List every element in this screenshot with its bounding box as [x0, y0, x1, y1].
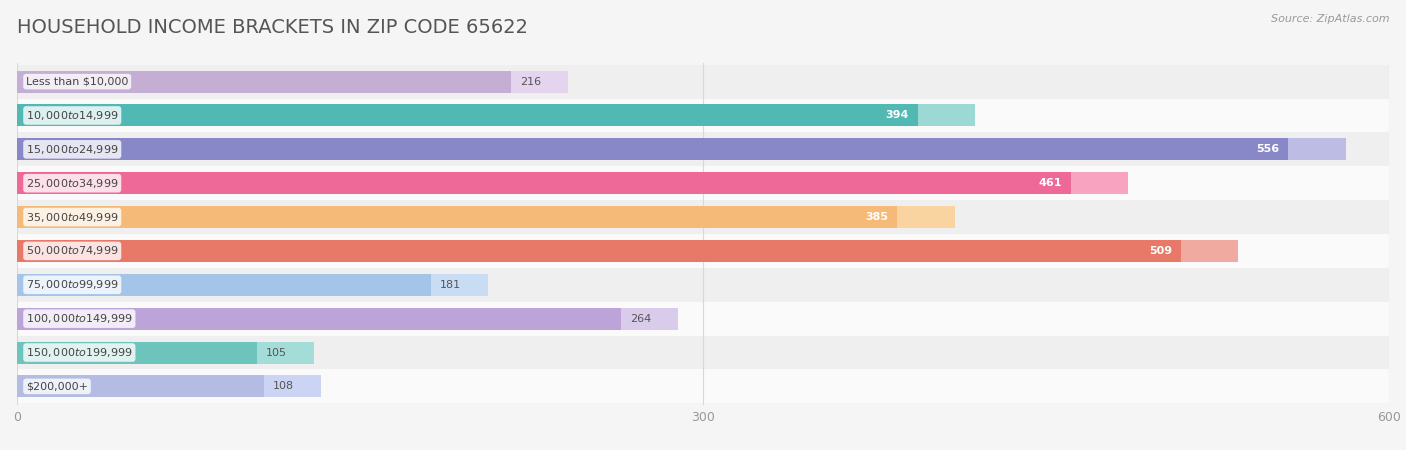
Text: $100,000 to $149,999: $100,000 to $149,999	[27, 312, 132, 325]
Bar	[17, 104, 918, 126]
Bar	[17, 375, 264, 397]
Bar	[17, 369, 1389, 403]
Bar	[17, 268, 1389, 302]
Text: $25,000 to $34,999: $25,000 to $34,999	[27, 177, 118, 190]
Text: $200,000+: $200,000+	[27, 382, 89, 392]
Bar	[17, 200, 1389, 234]
Bar	[17, 172, 1129, 194]
Text: $50,000 to $74,999: $50,000 to $74,999	[27, 244, 118, 257]
Bar	[17, 206, 955, 228]
Bar	[17, 274, 488, 296]
Bar	[17, 240, 1181, 262]
Text: Less than $10,000: Less than $10,000	[27, 76, 128, 86]
Text: 181: 181	[440, 280, 461, 290]
Text: 264: 264	[630, 314, 651, 324]
Bar	[17, 308, 620, 330]
Text: 509: 509	[1149, 246, 1171, 256]
Bar	[17, 104, 976, 126]
Text: 216: 216	[520, 76, 541, 86]
Bar	[17, 138, 1346, 160]
Text: $15,000 to $24,999: $15,000 to $24,999	[27, 143, 118, 156]
Text: $150,000 to $199,999: $150,000 to $199,999	[27, 346, 132, 359]
Text: 385: 385	[865, 212, 889, 222]
Bar	[17, 342, 257, 364]
Bar	[17, 71, 510, 93]
Text: 105: 105	[266, 347, 287, 357]
Bar	[17, 99, 1389, 132]
Bar	[17, 71, 568, 93]
Text: HOUSEHOLD INCOME BRACKETS IN ZIP CODE 65622: HOUSEHOLD INCOME BRACKETS IN ZIP CODE 65…	[17, 18, 527, 37]
Text: 394: 394	[886, 111, 908, 121]
Bar	[17, 336, 1389, 369]
Bar	[17, 172, 1071, 194]
Bar	[17, 342, 314, 364]
Text: $10,000 to $14,999: $10,000 to $14,999	[27, 109, 118, 122]
Bar	[17, 132, 1389, 166]
Bar	[17, 375, 321, 397]
Bar	[17, 166, 1389, 200]
Text: Source: ZipAtlas.com: Source: ZipAtlas.com	[1271, 14, 1389, 23]
Bar	[17, 234, 1389, 268]
Text: $75,000 to $99,999: $75,000 to $99,999	[27, 278, 118, 291]
Bar	[17, 274, 430, 296]
Text: $35,000 to $49,999: $35,000 to $49,999	[27, 211, 118, 224]
Text: 108: 108	[273, 382, 294, 392]
Bar	[17, 206, 897, 228]
Text: 461: 461	[1039, 178, 1062, 188]
Bar	[17, 240, 1239, 262]
Bar	[17, 138, 1288, 160]
Bar	[17, 302, 1389, 336]
Text: 556: 556	[1256, 144, 1279, 154]
Bar	[17, 65, 1389, 99]
Bar	[17, 308, 678, 330]
